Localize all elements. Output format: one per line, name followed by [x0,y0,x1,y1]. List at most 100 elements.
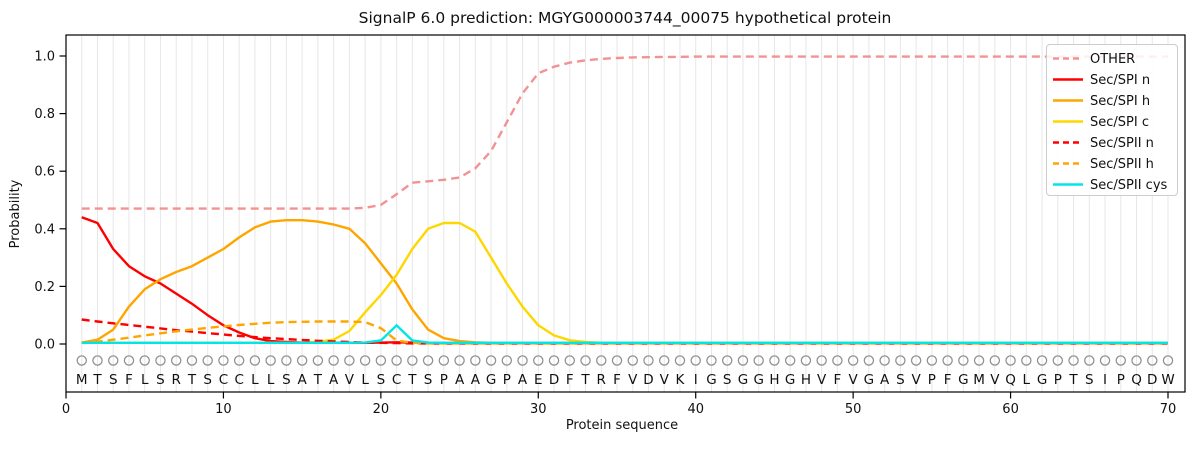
residue-letter: P [928,372,936,388]
residue-letter: G [958,372,968,388]
x-tick-label: 30 [530,402,547,417]
residue-letter: S [896,372,905,388]
residue-marker [470,355,481,366]
x-tick-label: 50 [845,402,862,417]
residue-letter: S [156,372,165,388]
residue-letter: G [753,372,763,388]
residue-letter: A [880,372,890,388]
legend-box [1046,44,1178,196]
residue-marker [879,355,890,366]
residue-marker [218,355,229,366]
residue-marker [958,355,969,366]
residue-marker [627,355,638,366]
residue-marker [155,355,166,366]
residue-letter: G [486,372,496,388]
residue-letter: G [706,372,716,388]
residue-marker [281,355,292,366]
residue-letter: V [660,372,670,388]
y-tick-label: 0.4 [34,222,55,237]
x-tick-label: 70 [1160,402,1177,417]
residue-letter: C [392,372,401,388]
residue-marker [1036,355,1048,366]
residue-letter: M [76,372,88,388]
residue-marker [76,355,87,366]
residue-letter: D [549,372,559,388]
y-tick-label: 0.8 [34,107,55,122]
residue-marker [170,355,182,366]
residue-letter: I [694,372,698,388]
residue-marker [92,355,103,366]
x-tick-label: 40 [687,402,704,417]
residue-marker [186,355,198,366]
residue-marker [973,355,985,366]
residue-letter: P [1054,372,1062,388]
residue-marker [847,355,859,366]
y-axis-label: Probability [8,179,23,248]
legend-label-sec-spi-h: Sec/SPI h [1090,94,1150,109]
residue-letter: L [251,372,259,388]
legend: OTHER Sec/SPI n Sec/SPI h Sec/SPI c Sec/SPII… [1046,44,1178,196]
residue-letter: R [172,372,181,388]
residue-marker [596,355,607,366]
series-line-other [81,55,1168,210]
residue-letter: L [267,372,275,388]
legend-label-sec-spi-c: Sec/SPI c [1090,115,1149,130]
residue-letter: H [801,372,811,388]
residue-marker [108,355,119,366]
residue-marker [659,355,670,366]
residue-marker [1162,355,1174,366]
residue-letter: T [313,372,323,388]
residue-letter: V [817,372,827,388]
residue-marker [359,355,371,366]
residue-letter: S [424,372,433,388]
residue-letter: S [109,372,118,388]
residue-marker [784,355,796,366]
grid-layer [81,35,1169,392]
residue-marker [265,355,276,366]
residue-marker [706,355,717,366]
residue-marker [989,355,1001,366]
residue-marker [344,355,355,366]
x-tick-label: 0 [62,402,70,417]
residue-marker [769,355,780,366]
legend-label-sec-spii-n: Sec/SPII n [1090,136,1154,151]
residue-letter: E [534,372,543,388]
residue-letter: V [345,372,355,388]
residue-letter: V [911,372,921,388]
legend-label-other: OTHER [1090,52,1135,67]
residue-letter: L [1023,372,1031,388]
residue-letter: S [723,372,732,388]
residue-letter: C [219,372,228,388]
residue-marker [753,355,764,366]
residue-marker [674,355,686,366]
residue-marker [721,355,733,366]
residue-letter: A [518,372,528,388]
legend-label-sec-spii-h: Sec/SPII h [1090,157,1154,172]
residue-letter: D [643,372,653,388]
residue-marker [517,355,528,366]
legend-label-sec-spi-n: Sec/SPI n [1090,73,1150,88]
residue-marker [328,355,339,366]
residue-marker [1068,355,1079,366]
residue-letter: L [361,372,369,388]
residue-marker [1131,355,1142,366]
residue-letter: R [597,372,606,388]
residue-letter: F [566,372,574,388]
residue-letter: Q [1005,372,1016,388]
residue-marker [123,355,135,366]
residue-marker [1099,355,1111,366]
series-line-sec-spii-n [81,318,1168,345]
residue-letter: G [864,372,874,388]
series-line-sec-spi-n [81,216,1168,345]
residue-letter: G [785,372,795,388]
residue-marker [1147,355,1158,366]
residue-letter: C [234,372,243,388]
residue-letter: P [440,372,448,388]
residue-marker [312,355,324,366]
residue-marker [942,355,953,366]
residue-letter: V [628,372,638,388]
residue-marker [1115,355,1126,366]
